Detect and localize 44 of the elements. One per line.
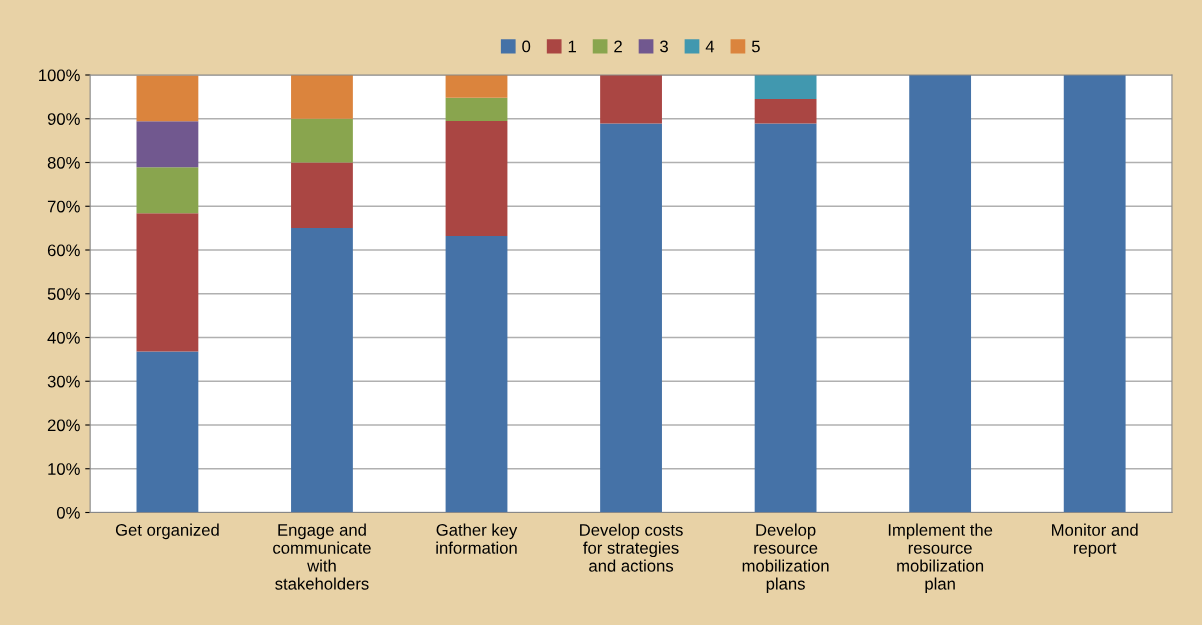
x-tick-label: Develop resource mobilization plans [742, 523, 829, 593]
y-tick-label: 0% [56, 506, 80, 519]
bar [291, 75, 353, 119]
legend-label: 5 [751, 40, 760, 53]
bar [445, 97, 508, 121]
legend-label: 4 [705, 40, 715, 53]
bar [136, 75, 199, 122]
legend-label: 0 [522, 40, 531, 53]
bar [291, 118, 353, 163]
y-tick-label: 80% [47, 156, 80, 169]
bar [445, 75, 508, 98]
bar [754, 99, 817, 124]
legend-label: 3 [660, 40, 668, 53]
y-tick-label: 30% [47, 375, 80, 388]
x-tick-label: Get organized [115, 523, 219, 540]
bar [445, 236, 508, 513]
bar [136, 351, 199, 513]
x-tick-label: Implement the resource mobilization plan [888, 523, 993, 593]
bar [754, 123, 817, 513]
legend-label: 1 [568, 40, 576, 53]
y-tick-label: 60% [47, 244, 80, 257]
bar [600, 75, 662, 124]
y-tick-label: 20% [47, 419, 80, 432]
y-tick-label: 40% [47, 331, 80, 344]
x-tick-label: Gather key information [436, 523, 518, 554]
bar [754, 75, 817, 100]
bar [291, 162, 353, 229]
bar [136, 213, 199, 352]
legend-label: 2 [614, 40, 622, 53]
x-tick-label: Monitor and report [1052, 523, 1138, 558]
bar [291, 228, 353, 513]
bar [136, 167, 199, 214]
bar [600, 123, 662, 513]
y-tick-label: 100% [39, 69, 80, 82]
bar [909, 75, 972, 513]
x-tick-label: Engage and communicate with stakeholders [273, 523, 371, 590]
y-tick-label: 70% [47, 200, 80, 213]
x-tick-label: Develop costs for strategies and actions [580, 523, 683, 572]
bar [445, 120, 508, 236]
y-tick-label: 50% [47, 288, 80, 300]
bar [1063, 75, 1126, 513]
y-tick-label: 10% [48, 463, 80, 475]
y-tick-label: 90% [47, 113, 80, 125]
bar [136, 121, 199, 168]
